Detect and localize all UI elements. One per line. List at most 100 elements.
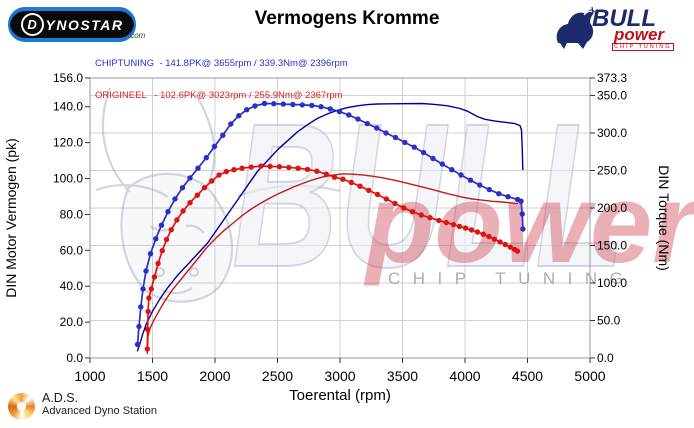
marker-chiptuning-koppel-nm bbox=[211, 143, 218, 150]
marker-origineel-koppel-nm bbox=[155, 260, 161, 267]
y-tick-label-left: 156.0 bbox=[53, 71, 83, 85]
legend-origineel: ORIGINEEL - 102.6PK@ 3023rpm / 255.9Nm@ … bbox=[95, 89, 343, 101]
y-tick-label-right: 350.0 bbox=[597, 88, 627, 102]
marker-origineel-koppel-nm bbox=[168, 227, 174, 233]
bullpower-logo: BULL power CHIP TUNING bbox=[548, 3, 678, 55]
y-tick-label-right: 100.0 bbox=[597, 276, 627, 290]
marker-chiptuning-koppel-nm bbox=[519, 211, 525, 217]
marker-chiptuning-koppel-nm bbox=[439, 161, 445, 167]
marker-origineel-koppel-nm bbox=[331, 174, 338, 180]
bullpower-chip-text: CHIP TUNING bbox=[612, 43, 674, 51]
ads-subtitle: Advanced Dyno Station bbox=[42, 405, 157, 417]
x-tick-label: 2500 bbox=[262, 368, 293, 384]
marker-chiptuning-koppel-nm bbox=[143, 268, 149, 274]
marker-origineel-koppel-nm bbox=[314, 168, 320, 174]
marker-chiptuning-koppel-nm bbox=[299, 102, 305, 108]
marker-chiptuning-koppel-nm bbox=[203, 155, 209, 161]
marker-chiptuning-koppel-nm bbox=[467, 177, 474, 183]
marker-origineel-koppel-nm bbox=[145, 308, 151, 315]
dynostar-d-icon: D bbox=[20, 13, 44, 36]
marker-origineel-koppel-nm bbox=[374, 191, 381, 198]
x-tick-label: 4500 bbox=[512, 368, 543, 384]
y-tick-label-left: 100.0 bbox=[53, 172, 83, 186]
marker-chiptuning-koppel-nm bbox=[140, 286, 146, 292]
y-tick-label-left: 20.0 bbox=[60, 315, 84, 329]
marker-origineel-koppel-nm bbox=[295, 165, 301, 171]
marker-origineel-koppel-nm bbox=[144, 346, 150, 352]
chart-curves bbox=[134, 100, 526, 355]
y-tick-label-left: 80.0 bbox=[60, 207, 84, 221]
marker-origineel-koppel-nm bbox=[427, 215, 433, 221]
marker-origineel-koppel-nm bbox=[180, 208, 186, 214]
marker-chiptuning-koppel-nm bbox=[134, 341, 141, 348]
marker-chiptuning-koppel-nm bbox=[280, 101, 286, 107]
marker-origineel-koppel-nm bbox=[286, 164, 292, 171]
marker-origineel-koppel-nm bbox=[497, 239, 503, 245]
y-tick-label-right: 250.0 bbox=[597, 163, 627, 177]
marker-chiptuning-koppel-nm bbox=[392, 134, 399, 141]
y-tick-label-right: 150.0 bbox=[597, 238, 627, 252]
marker-chiptuning-koppel-nm bbox=[228, 121, 234, 127]
marker-chiptuning-koppel-nm bbox=[252, 103, 258, 109]
y-tick-label-right: 0.0 bbox=[597, 351, 614, 365]
chart-axes: 0.0 20.0 40.0 60.0 80.0 100.0 120.0 140.0 156.0 0… bbox=[53, 71, 627, 384]
marker-chiptuning-koppel-nm bbox=[172, 196, 178, 202]
marker-chiptuning-koppel-nm bbox=[336, 108, 343, 115]
marker-origineel-koppel-nm bbox=[491, 236, 498, 242]
bullpower-power-text: power bbox=[614, 25, 665, 44]
y-tick-label-left: 0.0 bbox=[66, 351, 83, 365]
y-tick-label-left: 140.0 bbox=[53, 100, 83, 114]
marker-chiptuning-koppel-nm bbox=[496, 191, 502, 197]
y-tick-label-left: 120.0 bbox=[53, 136, 83, 150]
ads-title: A.D.S. bbox=[42, 391, 79, 405]
marker-origineel-koppel-nm bbox=[357, 183, 363, 189]
marker-origineel-koppel-nm bbox=[392, 200, 398, 207]
right-axis-title: DIN Torque (Nm) bbox=[656, 165, 672, 271]
legend: CHIPTUNING - 141.8PK@ 3655rpm / 339.3Nm@… bbox=[95, 38, 348, 122]
marker-chiptuning-koppel-nm bbox=[138, 304, 144, 310]
marker-chiptuning-koppel-nm bbox=[236, 113, 242, 119]
marker-origineel-koppel-nm bbox=[148, 286, 154, 292]
x-tick-label: 4000 bbox=[449, 368, 480, 384]
marker-origineel-koppel-nm bbox=[194, 192, 200, 198]
left-axis-title: DIN Motor Vermogen (pk) bbox=[3, 138, 19, 298]
marker-chiptuning-koppel-nm bbox=[244, 107, 250, 113]
marker-origineel-koppel-nm bbox=[159, 248, 165, 254]
x-tick-label: 1500 bbox=[137, 368, 168, 384]
marker-chiptuning-koppel-nm bbox=[158, 222, 165, 228]
marker-chiptuning-koppel-nm bbox=[290, 101, 296, 108]
y-tick-label-right: 200.0 bbox=[597, 201, 627, 215]
marker-chiptuning-koppel-nm bbox=[402, 139, 408, 146]
bull-icon bbox=[556, 6, 595, 49]
y-tick-label-left: 60.0 bbox=[60, 243, 84, 257]
marker-chiptuning-koppel-nm bbox=[153, 236, 159, 242]
marker-chiptuning-koppel-nm bbox=[309, 102, 315, 109]
marker-chiptuning-koppel-nm bbox=[383, 130, 389, 136]
y-tick-label-right: 50.0 bbox=[597, 313, 621, 327]
watermark-power-text: power bbox=[363, 161, 694, 286]
marker-chiptuning-koppel-nm bbox=[195, 165, 201, 171]
marker-chiptuning-koppel-nm bbox=[346, 112, 352, 118]
marker-chiptuning-koppel-nm bbox=[136, 323, 142, 330]
marker-origineel-koppel-nm bbox=[418, 212, 424, 218]
marker-chiptuning-koppel-nm bbox=[430, 155, 436, 162]
marker-chiptuning-koppel-nm bbox=[327, 106, 333, 112]
marker-origineel-koppel-nm bbox=[163, 236, 170, 243]
curve-chiptuning-vermogen-pk bbox=[136, 102, 524, 352]
marker-origineel-koppel-nm bbox=[514, 248, 521, 254]
marker-chiptuning-koppel-nm bbox=[271, 101, 277, 107]
marker-origineel-koppel-nm bbox=[348, 179, 354, 186]
marker-origineel-koppel-nm bbox=[151, 274, 158, 280]
marker-origineel-koppel-nm bbox=[507, 244, 513, 250]
ads-footer: A.D.S. Advanced Dyno Station bbox=[8, 391, 157, 420]
marker-chiptuning-koppel-nm bbox=[518, 198, 524, 204]
marker-chiptuning-koppel-nm bbox=[420, 149, 427, 156]
y-tick-label-right: 373.3 bbox=[597, 71, 627, 85]
marker-chiptuning-koppel-nm bbox=[374, 125, 380, 131]
marker-origineel-koppel-nm bbox=[474, 229, 481, 235]
marker-origineel-koppel-nm bbox=[223, 168, 229, 175]
marker-chiptuning-koppel-nm bbox=[449, 167, 455, 173]
bullpower-bull-text: BULL bbox=[592, 5, 656, 32]
watermark-chiptuning-text: CHIP TUNING bbox=[388, 269, 635, 288]
marker-chiptuning-koppel-nm bbox=[187, 175, 193, 181]
